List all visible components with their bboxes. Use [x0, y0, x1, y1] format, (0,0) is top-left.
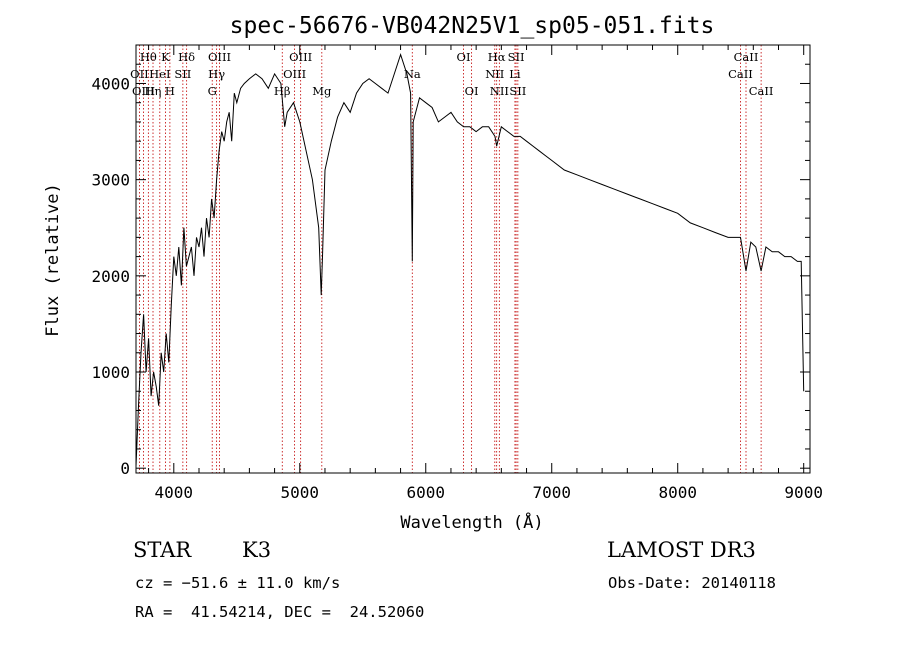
x-axis-ticks: 4000 5000 6000 7000 8000 9000	[148, 45, 823, 502]
line-label: SII	[174, 67, 191, 81]
x-tick-label: 5000	[281, 483, 320, 502]
line-label: SII	[508, 50, 525, 64]
line-label: HeI	[149, 67, 170, 81]
obs-date: Obs-Date: 20140118	[608, 574, 776, 592]
line-label: Hδ	[178, 50, 195, 64]
survey-name: LAMOST DR3	[607, 538, 756, 562]
object-class: STAR	[133, 538, 192, 562]
line-label: Hη	[145, 84, 162, 98]
line-label: CaII	[734, 50, 759, 64]
line-label: Hθ	[140, 50, 157, 64]
x-tick-label: 7000	[532, 483, 571, 502]
line-label: Na	[404, 67, 421, 81]
line-label: Li	[509, 67, 521, 81]
line-label: OIII	[283, 67, 306, 81]
chart-title: spec-56676-VB042N25V1_sp05-051.fits	[230, 13, 715, 39]
x-tick-label: 9000	[784, 483, 823, 502]
line-label: K	[161, 50, 170, 64]
object-subclass: K3	[242, 538, 272, 562]
line-label: Hβ	[274, 84, 291, 98]
y-axis-ticks: 0 1000 2000 3000 4000	[91, 44, 810, 478]
line-label: NII	[490, 84, 509, 98]
line-label: CaII	[728, 67, 753, 81]
redshift-readout: cz = −51.6 ± 11.0 km/s	[135, 574, 341, 592]
y-tick-label: 2000	[91, 267, 130, 286]
line-label: NII	[485, 67, 504, 81]
line-label: CaII	[749, 84, 774, 98]
line-label: Hγ	[208, 67, 225, 81]
y-tick-label: 1000	[91, 363, 130, 382]
spectrum-series-line	[135, 52, 805, 467]
line-markers	[139, 45, 762, 473]
y-tick-label: 0	[120, 459, 130, 478]
line-label: OIII	[289, 50, 312, 64]
x-tick-label: 6000	[406, 483, 445, 502]
line-label: H	[165, 84, 175, 98]
line-label: SII	[509, 84, 526, 98]
line-label: Mg	[312, 84, 332, 98]
line-label: Hα	[488, 50, 506, 64]
line-label: OIII	[132, 84, 155, 98]
coordinates: RA = 41.54214, DEC = 24.52060	[135, 603, 425, 621]
line-label: OIII	[208, 50, 231, 64]
x-axis-label: Wavelength (Å)	[400, 511, 543, 533]
line-label: G	[208, 84, 217, 98]
y-tick-label: 4000	[91, 74, 130, 93]
y-tick-label: 3000	[91, 171, 130, 190]
line-label: OI	[457, 50, 471, 64]
plot-frame	[135, 44, 811, 474]
y-axis-label: Flux (relative)	[43, 183, 63, 337]
x-tick-label: 4000	[155, 483, 194, 502]
line-label: OII	[130, 67, 149, 81]
x-tick-label: 8000	[658, 483, 697, 502]
line-label: OI	[465, 84, 479, 98]
